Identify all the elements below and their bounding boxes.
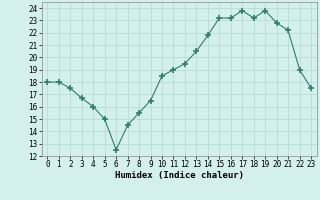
X-axis label: Humidex (Indice chaleur): Humidex (Indice chaleur) xyxy=(115,171,244,180)
